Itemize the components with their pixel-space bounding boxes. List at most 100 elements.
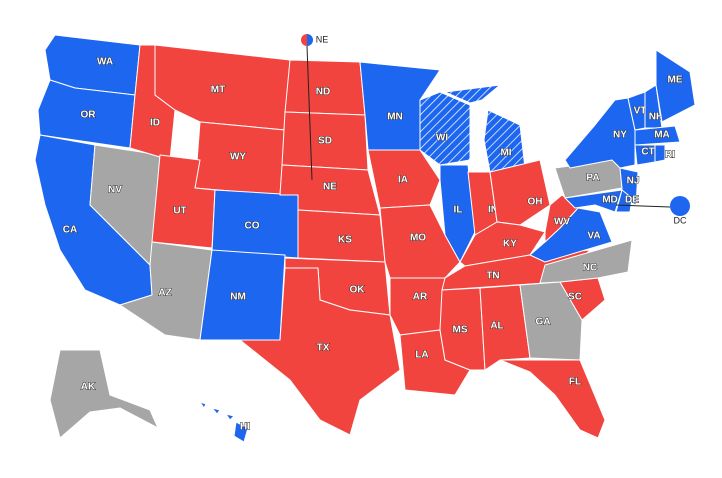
state: ND — [284, 59, 366, 116]
state-shape — [419, 91, 471, 166]
marker-label: DC — [674, 215, 687, 225]
state-shape — [49, 349, 159, 439]
state: FL — [499, 359, 606, 439]
state-label: CO — [245, 221, 260, 232]
state-label: ID — [150, 118, 160, 129]
state-label: MO — [410, 233, 426, 244]
state: WI — [419, 91, 471, 166]
state-label: SC — [568, 292, 582, 303]
state: MA — [634, 125, 681, 146]
state-label: FL — [569, 377, 581, 388]
state-label: VA — [587, 231, 600, 242]
state-label: DE — [625, 195, 639, 206]
state-label: KS — [338, 235, 352, 246]
state: CT — [634, 144, 656, 166]
state-label: SD — [318, 136, 332, 147]
state-label: NC — [583, 263, 597, 274]
state-label: MI — [500, 148, 511, 159]
state-shape — [539, 239, 633, 284]
state: RI — [654, 144, 676, 163]
state: NM — [199, 249, 286, 341]
state-shape — [225, 413, 235, 421]
state-label: TX — [317, 343, 330, 354]
state-shape — [483, 109, 526, 173]
state: SD — [281, 111, 369, 171]
state-shape — [655, 49, 696, 123]
state-label: ME — [668, 75, 683, 86]
state-label: LA — [415, 350, 428, 361]
state-shape — [233, 421, 249, 443]
state: ME — [655, 49, 696, 123]
marker-dot — [301, 34, 307, 46]
state-label: MT — [211, 85, 225, 96]
state: MT — [154, 44, 291, 131]
state: MS — [439, 287, 486, 371]
state-label: AK — [81, 382, 96, 393]
marker-dot — [307, 34, 313, 46]
state-label: KY — [503, 239, 517, 250]
state-shape — [499, 359, 606, 439]
state-label: IL — [454, 205, 463, 216]
state-label: WI — [436, 133, 448, 144]
state-label: CA — [63, 225, 77, 236]
state-label: OK — [350, 285, 366, 296]
state-label: AR — [413, 292, 428, 303]
state-label: WA — [97, 57, 113, 68]
state: TX — [239, 267, 401, 436]
state: CO — [211, 189, 299, 259]
state: WY — [194, 121, 286, 196]
state-shape — [634, 125, 681, 146]
state-label: RI — [665, 150, 675, 161]
state-label: MA — [654, 130, 670, 141]
state-label: IN — [488, 205, 498, 216]
state: AK — [49, 349, 159, 439]
state-label: HI — [240, 422, 250, 433]
state-label: NM — [230, 292, 246, 303]
state: MD — [564, 189, 623, 213]
state-shape — [489, 159, 551, 226]
leader-line — [306, 45, 313, 181]
state-label: VT — [634, 106, 647, 117]
state-label: WV — [554, 217, 570, 228]
state-label: TN — [486, 271, 499, 282]
state-label: ND — [316, 87, 330, 98]
state-label: MD — [602, 195, 618, 206]
state-label: NJ — [627, 176, 640, 187]
state-label: CT — [641, 147, 654, 158]
state-shape — [199, 401, 207, 409]
state-label: NE — [323, 182, 337, 193]
state: MO — [379, 204, 461, 279]
state: NY — [564, 97, 636, 169]
marker-dot — [670, 196, 690, 216]
state: AL — [479, 284, 531, 371]
marker-label: NE — [316, 34, 329, 44]
state-label: OR — [81, 110, 97, 121]
state-label: NY — [613, 130, 627, 141]
state: OH — [489, 159, 551, 226]
state: MI — [444, 84, 526, 173]
state: KS — [297, 209, 386, 263]
leader-line — [615, 204, 671, 208]
state-shape — [389, 277, 446, 336]
dc-marker: DC — [615, 196, 690, 225]
state-label: GA — [536, 317, 551, 328]
state: HI — [199, 401, 251, 443]
state: AR — [389, 277, 446, 336]
state-label: WY — [230, 152, 246, 163]
state: NC — [539, 239, 633, 284]
state-shape — [367, 149, 441, 209]
ne-marker: NE — [301, 34, 329, 181]
state-label: MS — [453, 325, 468, 336]
state-shape — [239, 267, 401, 436]
state-shape — [211, 407, 221, 415]
state-shape — [654, 144, 666, 163]
state: IA — [367, 149, 441, 209]
state-shape — [564, 189, 623, 213]
state-label: NV — [108, 185, 122, 196]
state-label: MN — [387, 112, 403, 123]
state-label: UT — [173, 206, 186, 217]
state-shape — [479, 284, 531, 371]
